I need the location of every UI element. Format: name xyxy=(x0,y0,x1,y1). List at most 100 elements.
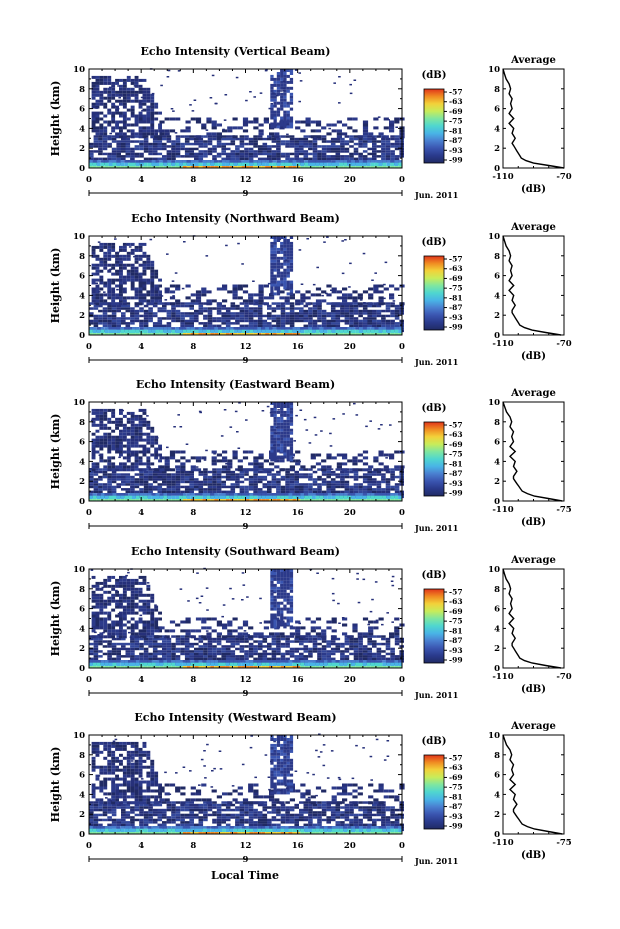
echo-cell xyxy=(198,307,204,310)
echo-cell xyxy=(92,162,97,167)
colorbar-tick-label: -81 xyxy=(449,126,463,135)
echo-cell xyxy=(385,470,391,474)
echo-cell xyxy=(353,304,359,308)
echo-cell xyxy=(276,74,281,78)
echo-cell xyxy=(142,254,147,258)
echo-cell xyxy=(96,495,101,500)
echo-cell xyxy=(134,312,140,315)
echo-cell xyxy=(276,405,281,408)
echo-cell xyxy=(216,324,222,328)
echo-cell xyxy=(122,248,127,252)
echo-cell xyxy=(189,104,192,106)
echo-cell xyxy=(95,284,100,288)
y-axis-label: Height (km) xyxy=(49,414,62,490)
echo-cell xyxy=(295,126,301,130)
echo-cell xyxy=(111,637,117,641)
echo-cell xyxy=(139,319,144,323)
echo-cell xyxy=(98,478,103,481)
echo-cell xyxy=(376,470,382,474)
echo-cell xyxy=(335,327,340,330)
echo-cell xyxy=(189,642,194,646)
echo-cell xyxy=(175,319,181,323)
echo-cell xyxy=(276,122,281,126)
echo-cell xyxy=(314,434,318,436)
echo-cell xyxy=(280,116,284,120)
echo-cell xyxy=(276,107,281,111)
echo-cell xyxy=(148,657,153,661)
echo-cell xyxy=(146,96,151,100)
echo-cell xyxy=(362,137,368,141)
echo-cell xyxy=(343,166,348,168)
echo-cell xyxy=(270,289,274,293)
echo-cell xyxy=(253,459,259,463)
echo-cell xyxy=(98,135,103,138)
echo-cell xyxy=(115,132,119,136)
echo-cell xyxy=(213,453,216,455)
echo-cell xyxy=(207,137,213,141)
echo-cell xyxy=(126,254,131,258)
echo-cell xyxy=(119,126,123,130)
echo-cell xyxy=(98,317,103,320)
echo-cell xyxy=(274,432,278,435)
x-tick-label: 8 xyxy=(190,175,196,185)
echo-cell xyxy=(331,493,336,496)
echo-cell xyxy=(119,302,123,306)
echo-cell xyxy=(385,157,391,161)
echo-cell xyxy=(130,135,135,139)
echo-cell xyxy=(203,314,208,318)
echo-cell xyxy=(353,402,356,405)
echo-cell xyxy=(336,302,342,306)
echo-cell xyxy=(344,312,350,315)
echo-cell xyxy=(285,319,290,323)
echo-cell xyxy=(333,82,336,84)
echo-cell xyxy=(248,307,254,310)
echo-cell xyxy=(212,157,217,161)
echo-cell xyxy=(116,251,120,254)
echo-cell xyxy=(102,145,108,148)
echo-cell xyxy=(253,302,259,306)
echo-cell xyxy=(148,485,153,489)
echo-cell xyxy=(146,263,151,267)
echo-cell xyxy=(195,466,199,468)
echo-cell xyxy=(285,152,290,156)
echo-cell xyxy=(167,166,172,168)
echo-cell xyxy=(298,249,302,251)
echo-cell xyxy=(276,419,281,423)
echo-cell xyxy=(103,435,108,439)
echo-cell xyxy=(119,135,123,139)
echo-cell xyxy=(367,488,372,491)
echo-cell xyxy=(143,480,149,484)
echo-cell xyxy=(280,319,286,323)
echo-cell xyxy=(194,480,199,484)
echo-cell xyxy=(163,493,168,496)
echo-cell xyxy=(270,116,274,120)
echo-cell xyxy=(150,123,155,127)
echo-cell xyxy=(386,162,391,167)
echo-cell xyxy=(253,483,258,486)
y-tick-label: 0 xyxy=(79,164,85,174)
echo-cell xyxy=(271,475,277,479)
echo-cell xyxy=(229,160,234,163)
echo-cell xyxy=(253,465,259,469)
echo-cell xyxy=(122,102,127,106)
echo-cell xyxy=(279,290,285,294)
echo-cell xyxy=(134,441,139,445)
echo-cell xyxy=(340,490,345,494)
echo-cell xyxy=(394,327,399,330)
echo-cell xyxy=(134,429,139,433)
avg-y-tick-label: 2 xyxy=(494,477,500,487)
echo-cell xyxy=(118,456,121,459)
echo-cell xyxy=(154,453,159,457)
echo-cell xyxy=(107,655,112,658)
echo-cell xyxy=(157,137,163,141)
echo-cell xyxy=(269,162,273,167)
echo-cell xyxy=(279,296,285,300)
echo-cell xyxy=(221,150,226,153)
echo-cell xyxy=(394,465,400,469)
echo-cell xyxy=(89,329,93,334)
echo-cell xyxy=(302,294,306,297)
echo-cell xyxy=(104,327,109,330)
echo-cell xyxy=(194,327,199,330)
echo-cell xyxy=(166,480,172,484)
echo-cell xyxy=(235,76,239,79)
